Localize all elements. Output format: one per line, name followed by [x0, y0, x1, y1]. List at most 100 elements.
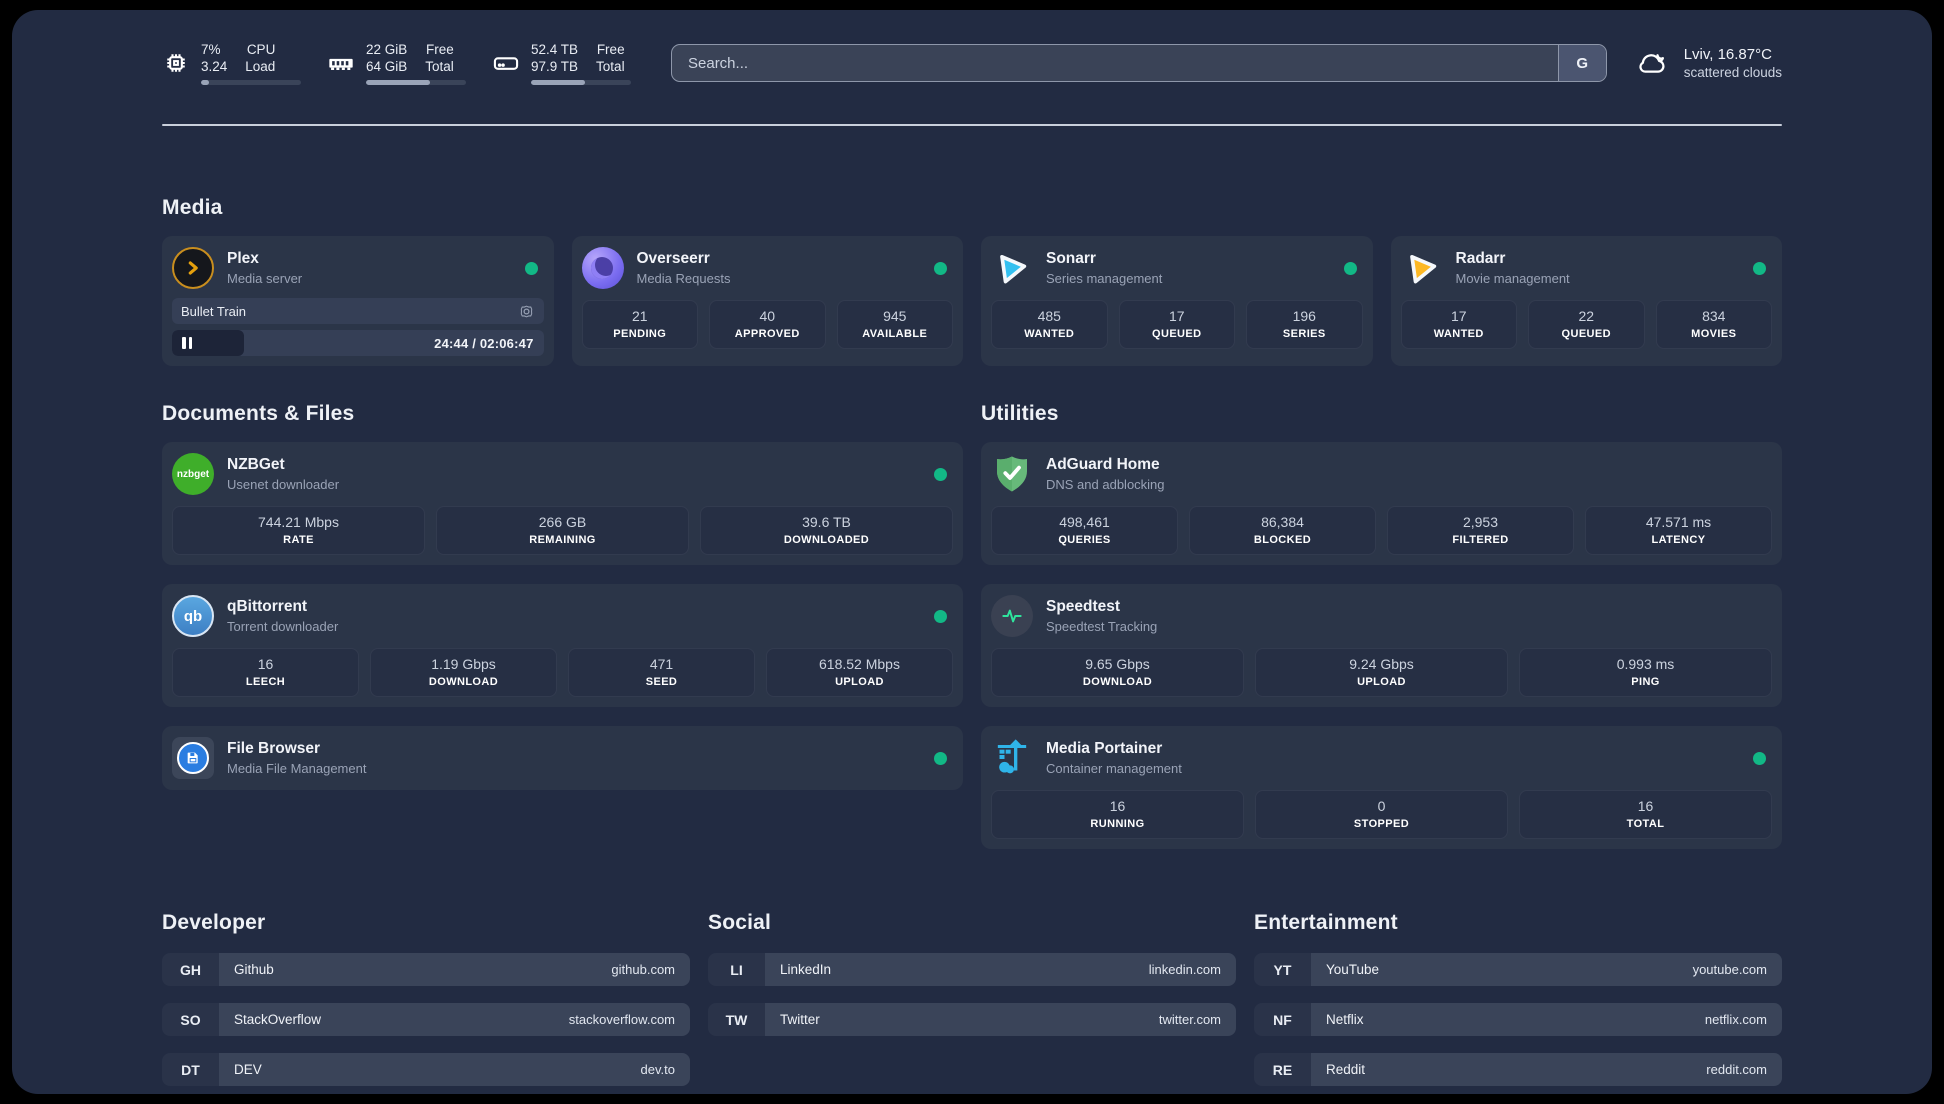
stat-label: PENDING: [613, 328, 667, 340]
weather-condition: scattered clouds: [1683, 65, 1782, 80]
bookmark-row[interactable]: RE Reddit reddit.com: [1254, 1053, 1782, 1086]
app-card-adguard[interactable]: AdGuard Home DNS and adblocking 498,461 Q…: [981, 442, 1782, 565]
stat-label: LEECH: [245, 676, 286, 688]
filebrowser-icon: [172, 737, 214, 779]
gear-icon: [520, 305, 532, 317]
app-name: AdGuard Home: [1046, 456, 1160, 473]
stat-value: 16: [1637, 798, 1654, 814]
stat-label: TOTAL: [1626, 818, 1665, 830]
app-subtitle: Media server: [227, 271, 303, 286]
radarr-icon: [1401, 247, 1443, 289]
app-card-radarr[interactable]: Radarr Movie management 17 WANTED 22 QUEUED…: [1390, 236, 1782, 366]
app-subtitle: Container management: [1046, 761, 1182, 776]
qb-icon-text: qb: [183, 607, 203, 625]
stat-tile: 39.6 TB DOWNLOADED: [700, 506, 953, 555]
bookmark-row[interactable]: TW Twitter twitter.com: [708, 1003, 1236, 1036]
status-dot: [1753, 751, 1766, 765]
section-title-social: Social: [708, 911, 772, 934]
topbar: 7% 3.24 CPU Load: [162, 40, 1782, 86]
app-name: NZBGet: [227, 456, 285, 473]
search-input[interactable]: [672, 45, 1558, 81]
cpu-label: CPU: [246, 42, 276, 57]
stat-label: FILTERED: [1452, 534, 1509, 546]
stat-tile: 47.571 ms LATENCY: [1585, 506, 1772, 555]
stat-value: 744.21 Mbps: [258, 514, 339, 530]
pause-icon[interactable]: [182, 337, 192, 349]
bookmark-row[interactable]: YT YouTube youtube.com: [1254, 953, 1782, 986]
cpu-icon: [167, 54, 185, 72]
sonarr-icon: [991, 247, 1033, 289]
disk-icon: [493, 57, 519, 70]
stat-tile: 485 WANTED: [991, 300, 1108, 349]
stat-tile: 266 GB REMAINING: [436, 506, 689, 555]
bookmark-name: Twitter: [780, 1012, 820, 1027]
stat-label: UPLOAD: [1357, 676, 1406, 688]
app-name: Plex: [227, 250, 259, 267]
section-utilities: Utilities AdGuard Home: [981, 388, 1782, 849]
app-card-portainer[interactable]: Media Portainer Container management 16 R…: [981, 726, 1782, 849]
stat-tile: 0.993 ms PING: [1519, 648, 1772, 697]
disk-total-value: 97.9 TB: [531, 59, 579, 74]
app-subtitle: Series management: [1046, 271, 1163, 286]
bookmark-name: StackOverflow: [234, 1012, 322, 1027]
ram-free-value: 22 GiB: [366, 42, 408, 57]
nzbget-icon-text: nzbget: [176, 468, 210, 480]
status-dot: [934, 261, 947, 275]
ram-progressbar: [366, 80, 466, 85]
app-card-qbittorrent[interactable]: qb qBittorrent Torrent downloader 16 LEEC…: [162, 584, 963, 707]
app-card-filebrowser[interactable]: File Browser Media File Management: [162, 726, 963, 790]
bookmark-abbr: NF: [1254, 1003, 1311, 1036]
bookmark-abbr: SO: [162, 1003, 219, 1036]
stat-label: SEED: [645, 676, 678, 688]
bookmark-row[interactable]: NF Netflix netflix.com: [1254, 1003, 1782, 1036]
bookmark-row[interactable]: GH Github github.com: [162, 953, 690, 986]
stats-row: 17 WANTED 22 QUEUED 834 MOVIES: [1400, 300, 1772, 349]
app-card-plex[interactable]: Plex Media server Bullet Train 24:44 / 0: [162, 236, 554, 366]
stat-tile: 498,461 QUERIES: [991, 506, 1178, 555]
app-card-sonarr[interactable]: Sonarr Series management 485 WANTED 17 QUEU…: [981, 236, 1373, 366]
disk-progressbar: [531, 80, 631, 85]
stat-label: RATE: [283, 534, 314, 546]
stat-label: REMAINING: [529, 534, 596, 546]
nzbget-icon: nzbget: [172, 453, 214, 495]
bookmark-row[interactable]: LI LinkedIn linkedin.com: [708, 953, 1236, 986]
stat-tile: 2,953 FILTERED: [1387, 506, 1574, 555]
bookmark-main: DEV dev.to: [219, 1053, 690, 1086]
bookmark-main: Twitter twitter.com: [765, 1003, 1236, 1036]
app-subtitle: Media Requests: [636, 271, 731, 286]
stat-tile: 618.52 Mbps UPLOAD: [766, 648, 953, 697]
bookmark-url: youtube.com: [1692, 962, 1767, 977]
stat-label: QUEUED: [1561, 328, 1611, 340]
stat-tile: 9.24 Gbps UPLOAD: [1255, 648, 1508, 697]
section-title-developer: Developer: [162, 911, 266, 934]
stat-value: 0.993 ms: [1616, 656, 1675, 672]
stat-value: 498,461: [1059, 514, 1110, 530]
bookmark-row[interactable]: SO StackOverflow stackoverflow.com: [162, 1003, 690, 1036]
stat-tile: 86,384 BLOCKED: [1189, 506, 1376, 555]
stat-value: 22: [1578, 308, 1595, 324]
status-dot: [1343, 261, 1357, 275]
app-name: Speedtest: [1046, 598, 1121, 615]
weather-location-temp: Lviv, 16.87°C: [1683, 46, 1772, 63]
stat-value: 471: [649, 656, 674, 672]
disk-free-value: 52.4 TB: [531, 42, 579, 57]
stat-label: RUNNING: [1090, 818, 1145, 830]
search-engine-button[interactable]: G: [1557, 45, 1606, 81]
playback-progressbar[interactable]: 24:44 / 02:06:47: [172, 330, 544, 356]
section-documents: Documents & Files nzbget NZBGet Usenet d…: [162, 388, 963, 790]
bookmark-url: github.com: [611, 962, 675, 977]
cpu-metric: 7% 3.24 CPU Load: [162, 41, 301, 85]
cpu-progressbar: [201, 80, 301, 85]
disk-total-label: Total: [596, 59, 625, 74]
bookmark-main: LinkedIn linkedin.com: [765, 953, 1236, 986]
stat-value: 9.65 Gbps: [1085, 656, 1150, 672]
stat-tile: 16 TOTAL: [1519, 790, 1772, 839]
app-card-speedtest[interactable]: Speedtest Speedtest Tracking 9.65 Gbps DO…: [981, 584, 1782, 707]
bookmark-group-entertainment: Entertainment YT YouTube youtube.com NF Netf…: [1254, 911, 1782, 1103]
bookmark-group-social: Social LI LinkedIn linkedin.com TW Twitter tw…: [708, 911, 1236, 1103]
app-card-overseerr[interactable]: Overseerr Media Requests 21 PENDING 40 APPR…: [571, 236, 963, 366]
bookmark-abbr: LI: [708, 953, 765, 986]
app-card-nzbget[interactable]: nzbget NZBGet Usenet downloader 744.21 M…: [162, 442, 963, 565]
bookmark-row[interactable]: DT DEV dev.to: [162, 1053, 690, 1086]
stat-value: 17: [1168, 308, 1185, 324]
